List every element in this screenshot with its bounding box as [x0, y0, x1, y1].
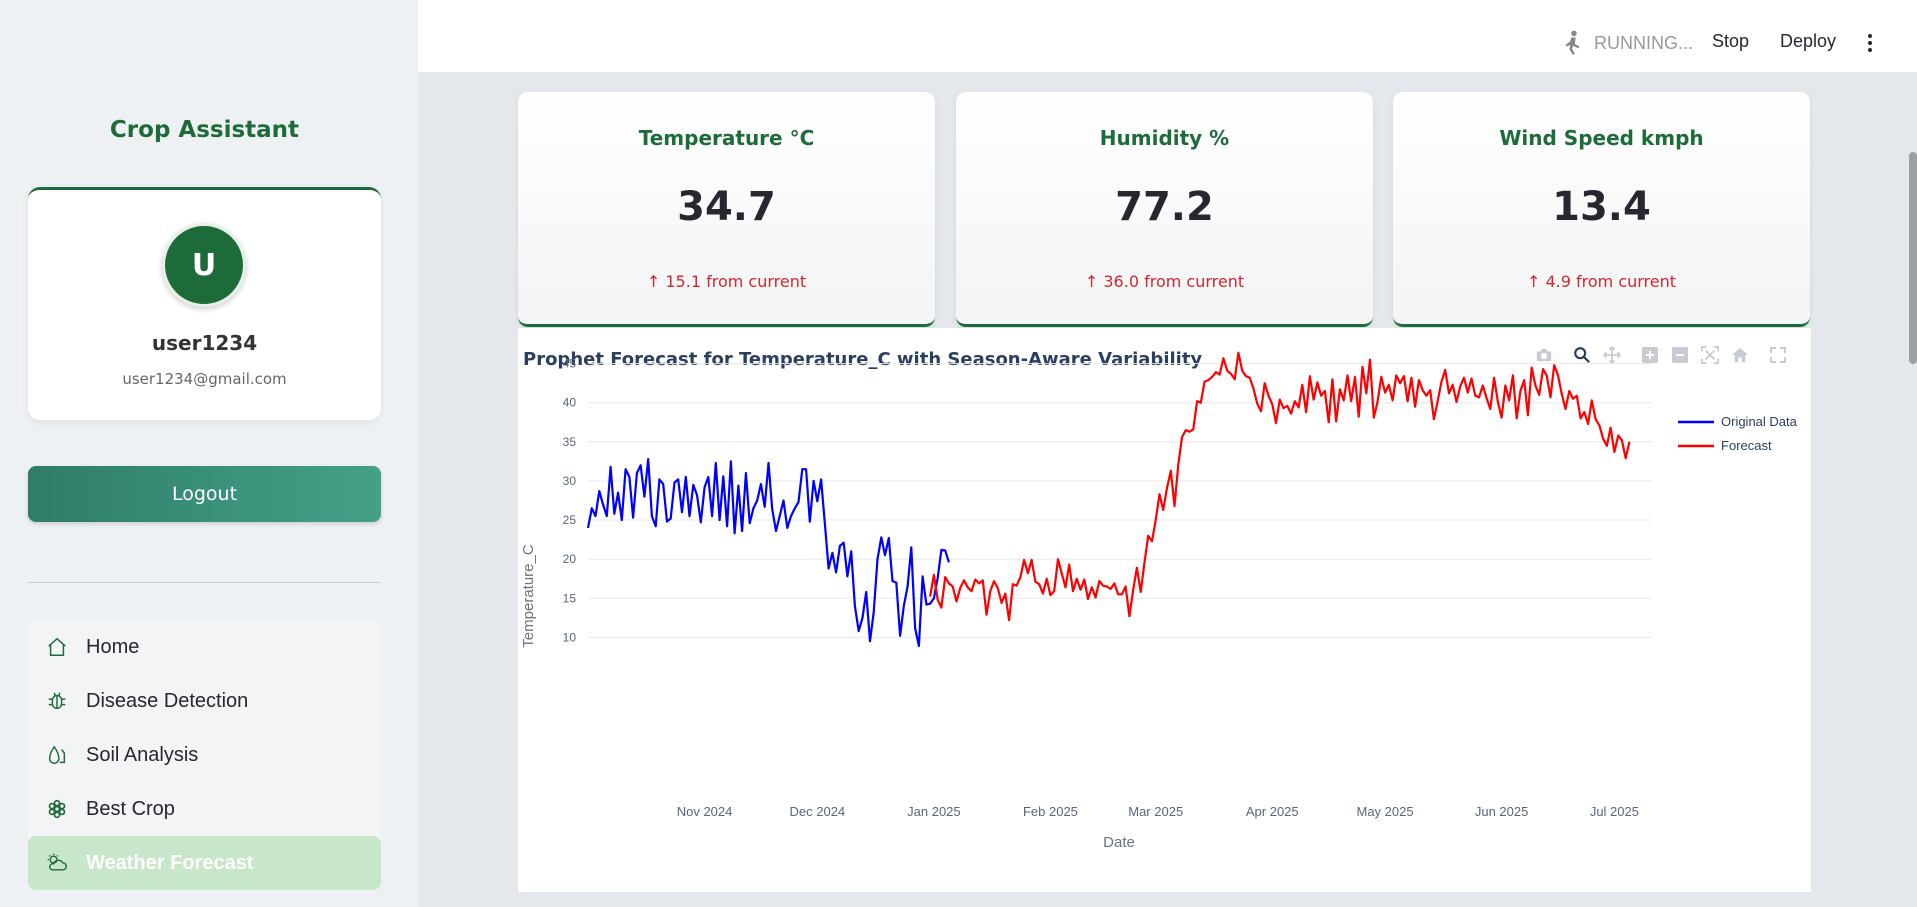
- sidebar-nav: Home Disease Detection Soil Analysis Bes…: [28, 620, 381, 890]
- zoom-in-icon[interactable]: [1635, 342, 1665, 368]
- y-axis-label: Temperature_C: [520, 544, 537, 648]
- y-tick-label: 20: [563, 552, 577, 566]
- running-status: RUNNING...: [1562, 30, 1693, 56]
- x-tick-label: Mar 2025: [1128, 804, 1183, 819]
- user-email: user1234@gmail.com: [122, 370, 287, 388]
- forecast-line: [929, 351, 1631, 622]
- metric-delta: ↑ 15.1 from current: [646, 272, 807, 291]
- profile-card: U user1234 user1234@gmail.com: [28, 187, 381, 420]
- sidebar: Crop Assistant U user1234 user1234@gmail…: [0, 0, 418, 907]
- x-tick-label: Jun 2025: [1475, 804, 1529, 819]
- username: user1234: [151, 331, 258, 355]
- reset-axes-icon[interactable]: [1725, 342, 1755, 368]
- forecast-line-chart: 10 15 20 25 30 35 40 45 Nov 2024 Dec 2024 Jan 2025…: [520, 351, 1798, 851]
- logout-button[interactable]: Logout: [28, 466, 381, 522]
- y-tick-label: 15: [563, 591, 577, 605]
- metric-value: 77.2: [1115, 184, 1214, 230]
- autoscale-icon[interactable]: [1695, 342, 1725, 368]
- pan-icon[interactable]: [1597, 342, 1627, 368]
- running-label: RUNNING...: [1594, 32, 1693, 53]
- y-tick-label: 40: [563, 396, 577, 410]
- fullscreen-icon[interactable]: [1763, 342, 1793, 368]
- chart-title: Prophet Forecast for Temperature_C with …: [523, 349, 1203, 370]
- nav-label: Home: [86, 635, 140, 658]
- nav-label: Disease Detection: [86, 689, 249, 712]
- soil-drop-icon: [46, 744, 68, 766]
- nav-item-disease-detection[interactable]: Disease Detection: [28, 674, 381, 728]
- main-menu-icon[interactable]: [1862, 32, 1878, 54]
- x-tick-label: May 2025: [1357, 804, 1414, 819]
- nav-label: Soil Analysis: [86, 743, 199, 766]
- chart-legend: Original Data Forecast: [1678, 414, 1798, 453]
- x-tick-label: Apr 2025: [1246, 804, 1299, 819]
- metric-title: Temperature °C: [638, 126, 815, 150]
- home-icon: [46, 636, 68, 658]
- y-tick-label: 45: [563, 357, 577, 371]
- app-title: Crop Assistant: [109, 117, 300, 143]
- zoom-icon[interactable]: [1567, 342, 1597, 368]
- x-tick-label: Feb 2025: [1023, 804, 1078, 819]
- x-tick-label: Nov 2024: [677, 804, 733, 819]
- metric-value: 34.7: [677, 184, 776, 230]
- x-axis-label: Date: [1103, 834, 1135, 851]
- nav-item-weather-forecast[interactable]: Weather Forecast: [28, 836, 381, 890]
- x-tick-label: Jan 2025: [907, 804, 961, 819]
- chart-modebar: [1529, 342, 1793, 368]
- x-tick-label: Dec 2024: [790, 804, 846, 819]
- metric-delta: ↑ 4.9 from current: [1526, 272, 1677, 291]
- top-header: [418, 0, 1917, 72]
- sidebar-divider: [28, 582, 381, 583]
- nav-item-home[interactable]: Home: [28, 620, 381, 674]
- stop-button[interactable]: Stop: [1712, 31, 1750, 51]
- avatar: U: [162, 223, 246, 307]
- running-man-icon: [1562, 30, 1584, 56]
- metric-value: 13.4: [1552, 184, 1651, 230]
- y-tick-label: 10: [563, 630, 577, 644]
- nav-label: Weather Forecast: [86, 851, 254, 874]
- deploy-button[interactable]: Deploy: [1780, 31, 1837, 51]
- legend-label-forecast[interactable]: Forecast: [1721, 438, 1772, 453]
- metric-title: Humidity %: [1099, 126, 1230, 150]
- metric-title: Wind Speed kmph: [1499, 126, 1704, 150]
- metric-card-temperature: Temperature °C 34.7 ↑ 15.1 from current: [518, 92, 935, 327]
- zoom-out-icon[interactable]: [1665, 342, 1695, 368]
- y-tick-label: 25: [563, 513, 577, 527]
- x-tick-label: Jul 2025: [1590, 804, 1639, 819]
- legend-label-original[interactable]: Original Data: [1721, 414, 1798, 429]
- page-scrollbar[interactable]: [1909, 152, 1917, 364]
- original-data-line: [586, 458, 950, 648]
- y-tick-label: 35: [563, 435, 577, 449]
- camera-icon[interactable]: [1529, 342, 1559, 368]
- metric-card-wind-speed: Wind Speed kmph 13.4 ↑ 4.9 from current: [1393, 92, 1810, 327]
- cloud-sun-icon: [46, 852, 68, 874]
- bug-icon: [46, 690, 68, 712]
- metric-delta: ↑ 36.0 from current: [1084, 272, 1245, 291]
- metric-card-humidity: Humidity % 77.2 ↑ 36.0 from current: [956, 92, 1373, 327]
- forecast-chart-panel: Prophet Forecast for Temperature_C with …: [518, 328, 1811, 892]
- nav-label: Best Crop: [86, 797, 175, 820]
- y-tick-label: 30: [563, 474, 577, 488]
- nav-item-best-crop[interactable]: Best Crop: [28, 782, 381, 836]
- plant-icon: [46, 798, 68, 820]
- nav-item-soil-analysis[interactable]: Soil Analysis: [28, 728, 381, 782]
